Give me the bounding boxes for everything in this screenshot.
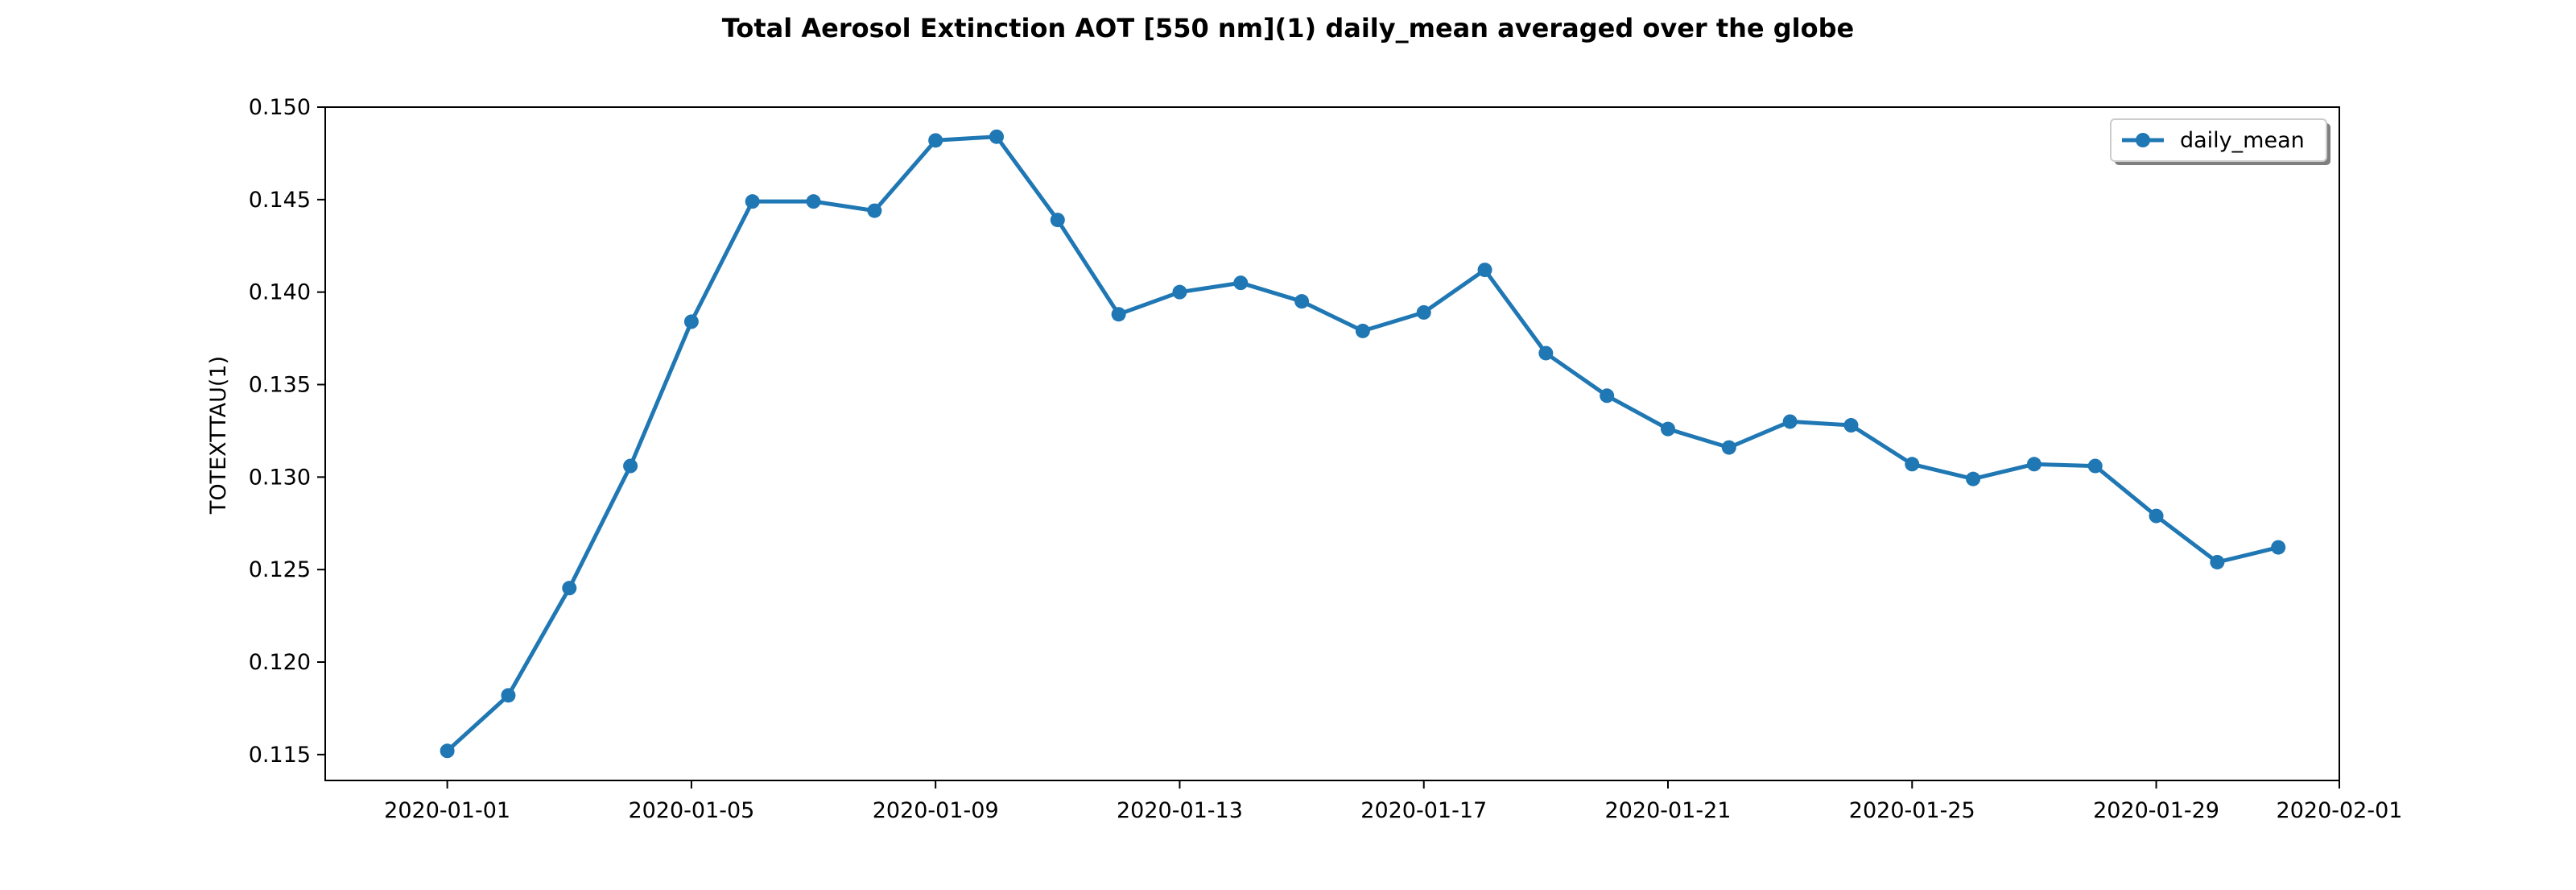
y-tick-label: 0.140 [249, 280, 311, 305]
data-point [1294, 294, 1310, 309]
legend-marker [2136, 133, 2150, 147]
data-point [2087, 458, 2103, 474]
data-point [2026, 457, 2041, 472]
data-point [1233, 275, 1249, 291]
data-point [2210, 554, 2225, 569]
data-point [623, 458, 638, 474]
y-tick-label: 0.150 [249, 95, 311, 120]
y-tick-label: 0.115 [249, 743, 311, 768]
data-point [1172, 284, 1187, 300]
data-point [683, 314, 699, 329]
data-point [806, 194, 821, 209]
x-tick-label: 2020-02-01 [2277, 798, 2403, 823]
data-point [2271, 540, 2286, 555]
legend-box [2110, 118, 2327, 162]
y-tick-label: 0.145 [249, 188, 311, 213]
data-point [1721, 440, 1736, 455]
data-point [1905, 457, 1920, 472]
legend: daily_mean [2110, 118, 2330, 165]
data-point [562, 581, 577, 596]
x-tick-label: 2020-01-01 [384, 798, 510, 823]
series-line-daily_mean [445, 135, 2281, 753]
data-point [1416, 304, 1431, 320]
y-tick-label: 0.130 [249, 465, 311, 490]
data-point [745, 194, 760, 209]
x-tick-label: 2020-01-29 [2093, 798, 2219, 823]
data-point [2149, 508, 2164, 524]
data-point [1661, 421, 1675, 437]
data-point [1355, 323, 1370, 338]
x-tick-label: 2020-01-05 [628, 798, 754, 823]
x-tick-label: 2020-01-21 [1605, 798, 1732, 823]
x-tick-label: 2020-01-13 [1117, 798, 1243, 823]
data-point [928, 133, 943, 148]
x-tick-label: 2020-01-17 [1360, 798, 1487, 823]
plot-frame [324, 106, 2340, 781]
plot-area: 0.115 0.120 0.125 0.130 0.135 0.140 0.145 0.150… [249, 95, 2403, 823]
y-tick-label: 0.125 [249, 557, 311, 582]
y-axis-label: TOTEXTTAU(1) [206, 356, 231, 515]
data-point [989, 129, 1004, 144]
data-point [1111, 307, 1126, 322]
x-tick-label: 2020-01-09 [873, 798, 999, 823]
chart-title: Total Aerosol Extinction AOT [550 nm](1)… [722, 13, 1854, 43]
data-point [1477, 263, 1492, 278]
data-point [1782, 414, 1798, 429]
x-tick-label: 2020-01-25 [1849, 798, 1975, 823]
data-point [1050, 213, 1065, 228]
y-tick-label: 0.120 [249, 650, 311, 675]
data-point [1600, 388, 1615, 404]
data-point [1843, 418, 1859, 433]
data-point [867, 203, 882, 218]
data-point [1966, 471, 1981, 486]
y-tick-label: 0.135 [249, 373, 311, 398]
legend-label: daily_mean [2180, 128, 2305, 153]
data-point [501, 688, 516, 703]
data-point [440, 743, 455, 759]
data-point [1538, 346, 1554, 361]
